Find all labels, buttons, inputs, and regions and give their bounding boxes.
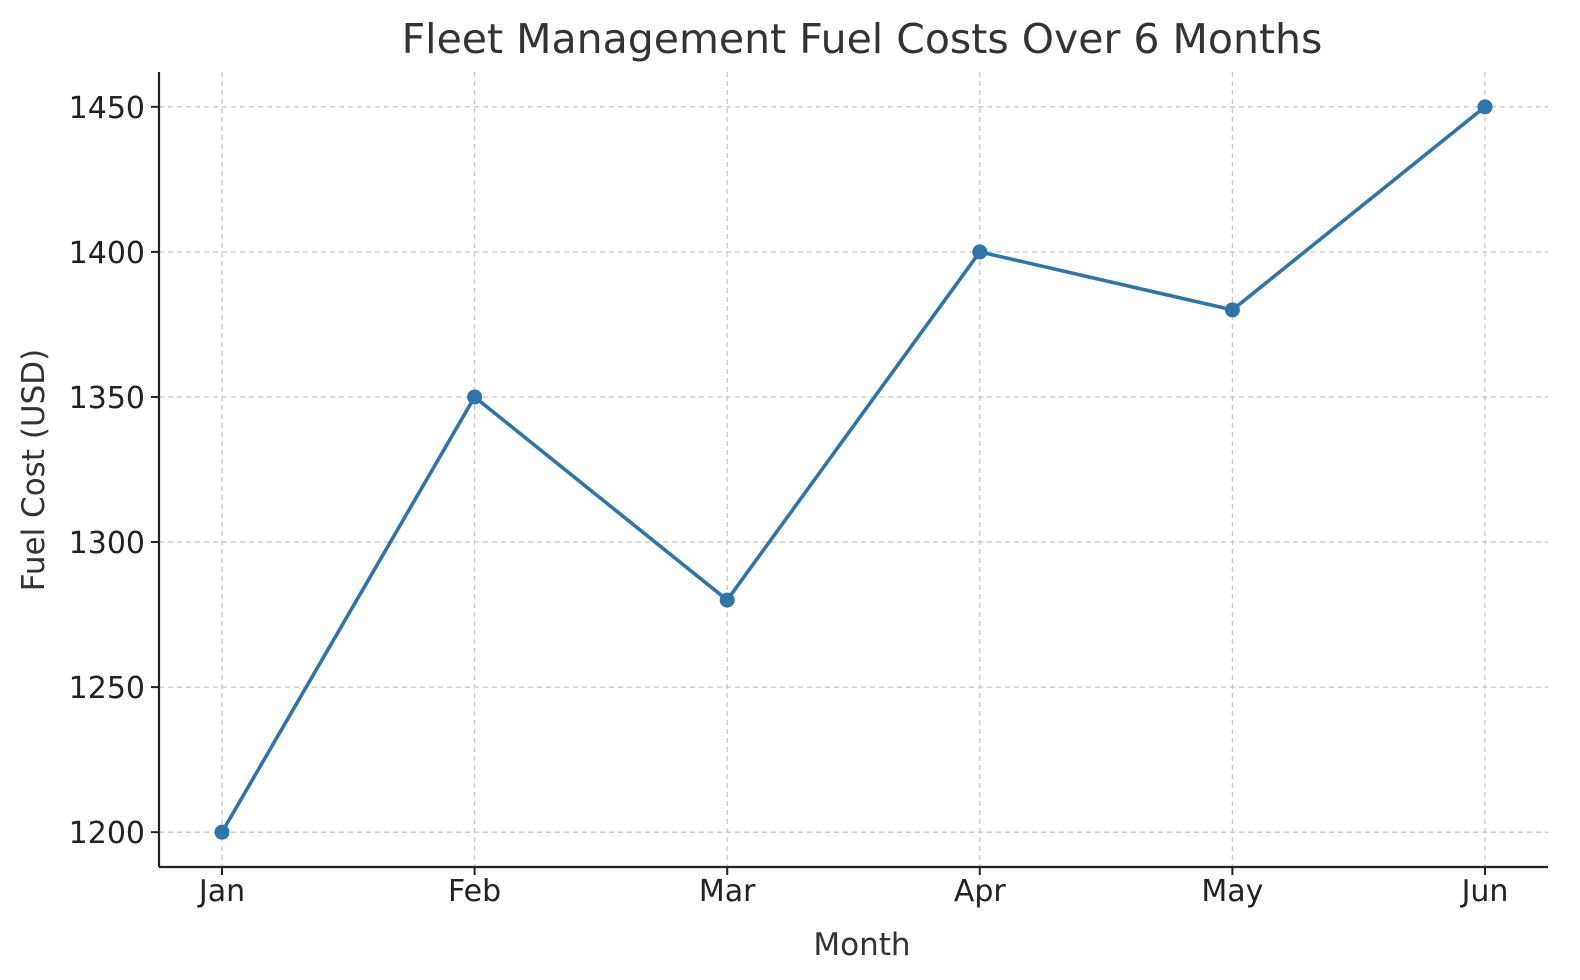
y-tick-label: 1200 [69,816,145,851]
series-line [220,105,1487,834]
x-tick-label: Apr [954,874,1007,909]
axes: 1200 1250 1300 1350 1400 1450 Jan Feb Mar Apr May J… [69,72,1548,909]
x-axis-label: Month [813,927,910,963]
grid-lines [159,72,1548,867]
x-tick-label: Mar [699,874,756,909]
y-tick-label: 1350 [69,381,145,416]
x-tick-label: Jan [197,874,245,909]
data-point [972,244,988,260]
x-tick-label: May [1201,874,1263,909]
y-tick-label: 1250 [69,671,145,706]
y-axis-label: Fuel Cost (USD) [16,349,52,592]
data-point [1224,302,1240,318]
data-point [467,389,483,405]
y-tick-label: 1450 [69,91,145,126]
y-tick-label: 1300 [69,526,145,561]
chart-title: Fleet Management Fuel Costs Over 6 Month… [402,15,1323,63]
data-point [719,592,735,608]
data-point [214,824,230,840]
data-point [1477,99,1493,115]
data-series [214,99,1493,840]
x-tick-label: Feb [448,874,501,909]
x-tick-label: Jun [1460,874,1509,909]
y-tick-label: 1400 [69,236,145,271]
